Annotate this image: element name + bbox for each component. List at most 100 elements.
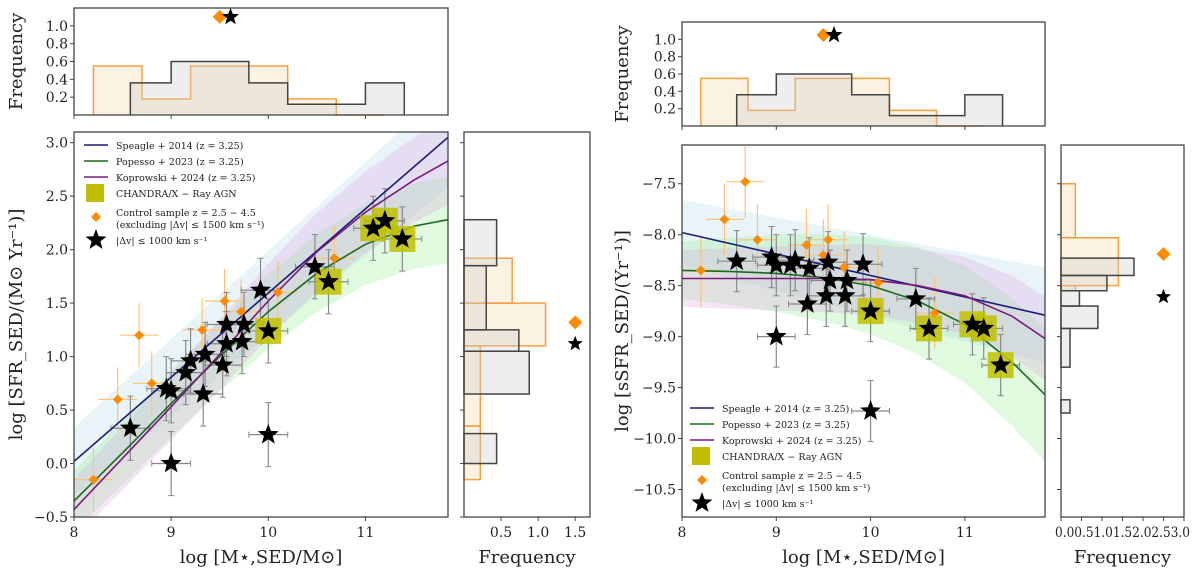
side-hist-pairs-bin xyxy=(463,218,498,267)
side-hist-pairs-bin xyxy=(463,264,487,331)
y-tick-label: 1.0 xyxy=(46,350,68,366)
control-point xyxy=(719,214,730,225)
x-tick-label: 10 xyxy=(259,525,277,541)
pair-point xyxy=(233,313,255,334)
relation-line xyxy=(74,160,448,511)
legend-label: CHANDRA/X − Ray AGN xyxy=(116,189,237,200)
control-point xyxy=(752,234,763,245)
legend-label: Koprowski + 2024 (z = 3.25) xyxy=(722,436,861,447)
side-hist-x-tick-label: 1.0 xyxy=(527,525,549,541)
x-axis-label: log [M⋆,SED/M⊙] xyxy=(782,547,945,568)
pair-point xyxy=(231,330,253,351)
y-tick-label: −10.5 xyxy=(633,482,676,498)
pair-point xyxy=(961,313,983,334)
pair-point xyxy=(212,354,234,374)
side-hist-x-tick-label: 1.5 xyxy=(564,525,586,541)
pair-point xyxy=(192,383,214,403)
pair-point xyxy=(216,332,237,353)
legend-label: Speagle + 2014 (z = 3.25) xyxy=(722,404,849,415)
legend-label: Popesso + 2023 (z = 3.25) xyxy=(722,420,850,431)
top-hist-ylabel: Frequency xyxy=(6,12,27,110)
side-hist-pairs-median xyxy=(1155,288,1172,304)
pair-point xyxy=(796,293,818,313)
y-tick-label: 0.5 xyxy=(46,403,68,419)
control-point xyxy=(146,378,157,389)
pair-point xyxy=(257,423,279,444)
side-histogram: 0.5 1.0 1.5 Frequency xyxy=(460,131,591,568)
pair-point xyxy=(216,313,237,334)
control-point xyxy=(88,474,99,485)
main-axes-frame xyxy=(73,131,449,518)
top-hist-y-tick-label: 1.0 xyxy=(654,32,676,48)
pair-point xyxy=(119,417,141,438)
legend-label: |Δv| ≤ 1000 km s⁻¹ xyxy=(116,236,207,247)
y-tick-label: −8.5 xyxy=(642,279,676,295)
pair-point xyxy=(160,379,182,400)
pair-point xyxy=(180,349,201,370)
pair-point xyxy=(860,300,881,320)
top-hist-pairs-median xyxy=(222,7,240,25)
side-hist-pairs-bin xyxy=(1060,257,1135,277)
side-hist-pairs-bin xyxy=(463,432,498,465)
side-hist-pairs-bin xyxy=(1060,305,1099,330)
control-point xyxy=(695,265,706,276)
legend-diamond-swatch xyxy=(697,475,707,485)
y-tick-label: 1.5 xyxy=(46,296,68,312)
control-point xyxy=(801,239,812,250)
legend-square-swatch xyxy=(692,447,710,465)
control-point xyxy=(873,277,884,288)
side-hist-xlabel: Frequency xyxy=(478,547,576,568)
x-tick-label: 10 xyxy=(862,525,880,541)
pair-point xyxy=(160,452,182,473)
legend-label-2: (excluding |Δv| ≤ 1500 km s⁻¹) xyxy=(722,483,871,494)
top-hist-control-median xyxy=(212,9,227,24)
pair-point xyxy=(761,246,782,266)
pair-point xyxy=(250,279,271,300)
pair-point xyxy=(391,227,413,248)
right-panel: 8 9 10 11 −10.5 −10.0 −9.5 −9.0 −8.5 −8.0 −7.5 log … xyxy=(612,21,1190,568)
x-axis-label: log [M⋆,SED/M⊙] xyxy=(180,547,343,568)
control-point xyxy=(197,324,208,335)
relation-line xyxy=(682,277,1045,340)
pair-point xyxy=(194,343,216,364)
side-hist-frame xyxy=(463,131,591,518)
pair-point xyxy=(819,269,841,290)
pair-point xyxy=(257,319,279,340)
top-hist-y-tick-label: 0.4 xyxy=(654,84,676,100)
relation-line xyxy=(682,269,1045,396)
control-point xyxy=(329,253,340,264)
pair-point xyxy=(765,254,787,275)
control-point xyxy=(273,287,283,298)
top-hist-y-tick-label: 0.2 xyxy=(46,90,68,106)
side-hist-pairs-bin xyxy=(463,350,530,395)
y-tick-label: −10.0 xyxy=(633,432,676,448)
control-point xyxy=(112,394,123,405)
side-hist-control-bin xyxy=(1060,182,1077,239)
top-hist-y-tick-label: 0.4 xyxy=(46,72,68,88)
pair-point xyxy=(973,317,995,338)
pair-point xyxy=(852,253,874,274)
control-point xyxy=(740,176,751,187)
side-hist-control-median xyxy=(1156,247,1171,262)
pair-point xyxy=(815,284,837,305)
pair-point xyxy=(175,361,197,382)
relation-band xyxy=(682,234,1045,462)
pair-point xyxy=(304,255,326,276)
top-hist-pairs-median xyxy=(825,26,843,43)
relation-line xyxy=(74,136,448,463)
y-axis-label: log [sSFR_SED/(Yr⁻¹)] xyxy=(612,230,633,432)
y-tick-label: −8.0 xyxy=(642,228,676,244)
top-hist-y-tick-label: 0.6 xyxy=(46,55,68,71)
y-tick-label: −9.5 xyxy=(642,381,676,397)
legend-diamond-swatch xyxy=(91,212,101,222)
y-tick-label: 0.0 xyxy=(46,457,68,473)
top-histogram: 0.2 0.40.6 0.8 1.0 Frequency xyxy=(6,7,449,119)
top-hist-pairs xyxy=(735,73,1004,126)
side-hist-pairs-bin xyxy=(463,329,520,352)
y-tick-label: 3.0 xyxy=(46,136,68,152)
legend-star-swatch xyxy=(691,492,713,512)
pair-point xyxy=(374,209,396,230)
pair-point xyxy=(817,251,839,272)
side-hist-pairs-bin xyxy=(1060,274,1108,292)
legend-label: Koprowski + 2024 (z = 3.25) xyxy=(116,173,255,184)
